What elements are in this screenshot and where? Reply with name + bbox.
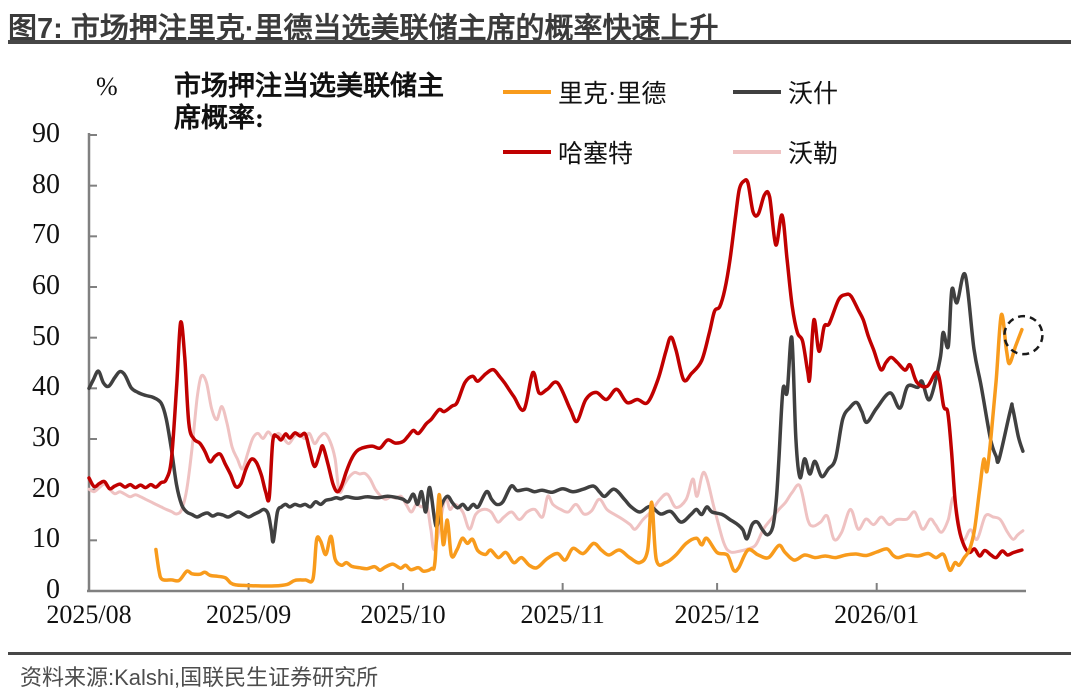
y-tick-label: 10	[32, 523, 60, 555]
series-line-waller	[87, 373, 1025, 554]
y-tick-label: 0	[46, 574, 60, 605]
legend-label-hassett: 哈塞特	[558, 141, 634, 168]
legend-item-hassett: 哈塞特	[503, 136, 633, 168]
legend-item-waller: 沃勒	[733, 136, 838, 168]
legend-item-rieder: 里克·里德	[503, 76, 666, 108]
y-axis-unit-label: %	[96, 72, 118, 101]
legend-item-warsh: 沃什	[733, 76, 838, 108]
legend-swatch-hassett	[503, 150, 551, 154]
legend-label-warsh: 沃什	[788, 81, 839, 108]
y-tick-label: 70	[32, 219, 60, 251]
legend-label-rieder: 里克·里德	[558, 81, 667, 108]
highlight-dashed-circle	[1003, 314, 1044, 356]
y-tick-label: 50	[32, 320, 60, 352]
legend-swatch-rieder	[503, 90, 551, 94]
x-tick-label: 2026/01	[834, 600, 920, 629]
figure-title: 图7: 市场押注里克·里德当选美联储主席的概率快速上升	[8, 13, 719, 45]
x-tick-label: 2025/09	[205, 600, 292, 629]
y-tick-label: 30	[32, 422, 60, 453]
y-tick-label: 80	[32, 168, 60, 200]
title-divider-line	[8, 40, 1071, 44]
series-line-warsh	[87, 271, 1025, 544]
x-tick-label: 2025/08	[46, 600, 132, 629]
x-tick-label: 2025/10	[360, 600, 446, 629]
legend-swatch-warsh	[733, 90, 781, 94]
legend-label-waller: 沃勒	[788, 141, 839, 168]
series-line-rieder	[154, 312, 1024, 588]
source-text: 资料来源:Kalshi,国联民生证券研究所	[20, 665, 379, 690]
x-tick-label: 2025/12	[674, 600, 760, 629]
y-tick-label: 90	[32, 118, 60, 149]
y-tick-label: 20	[32, 472, 60, 504]
footer-divider-line	[8, 652, 1071, 655]
x-tick-label: 2025/11	[520, 600, 605, 629]
y-tick-label: 60	[32, 270, 60, 301]
series-line-hassett	[87, 178, 1024, 560]
y-tick-label: 40	[32, 371, 60, 403]
legend-swatch-waller	[733, 150, 781, 154]
chart-annotation-text: 市场押注当选美联储主席概率:	[174, 71, 444, 133]
